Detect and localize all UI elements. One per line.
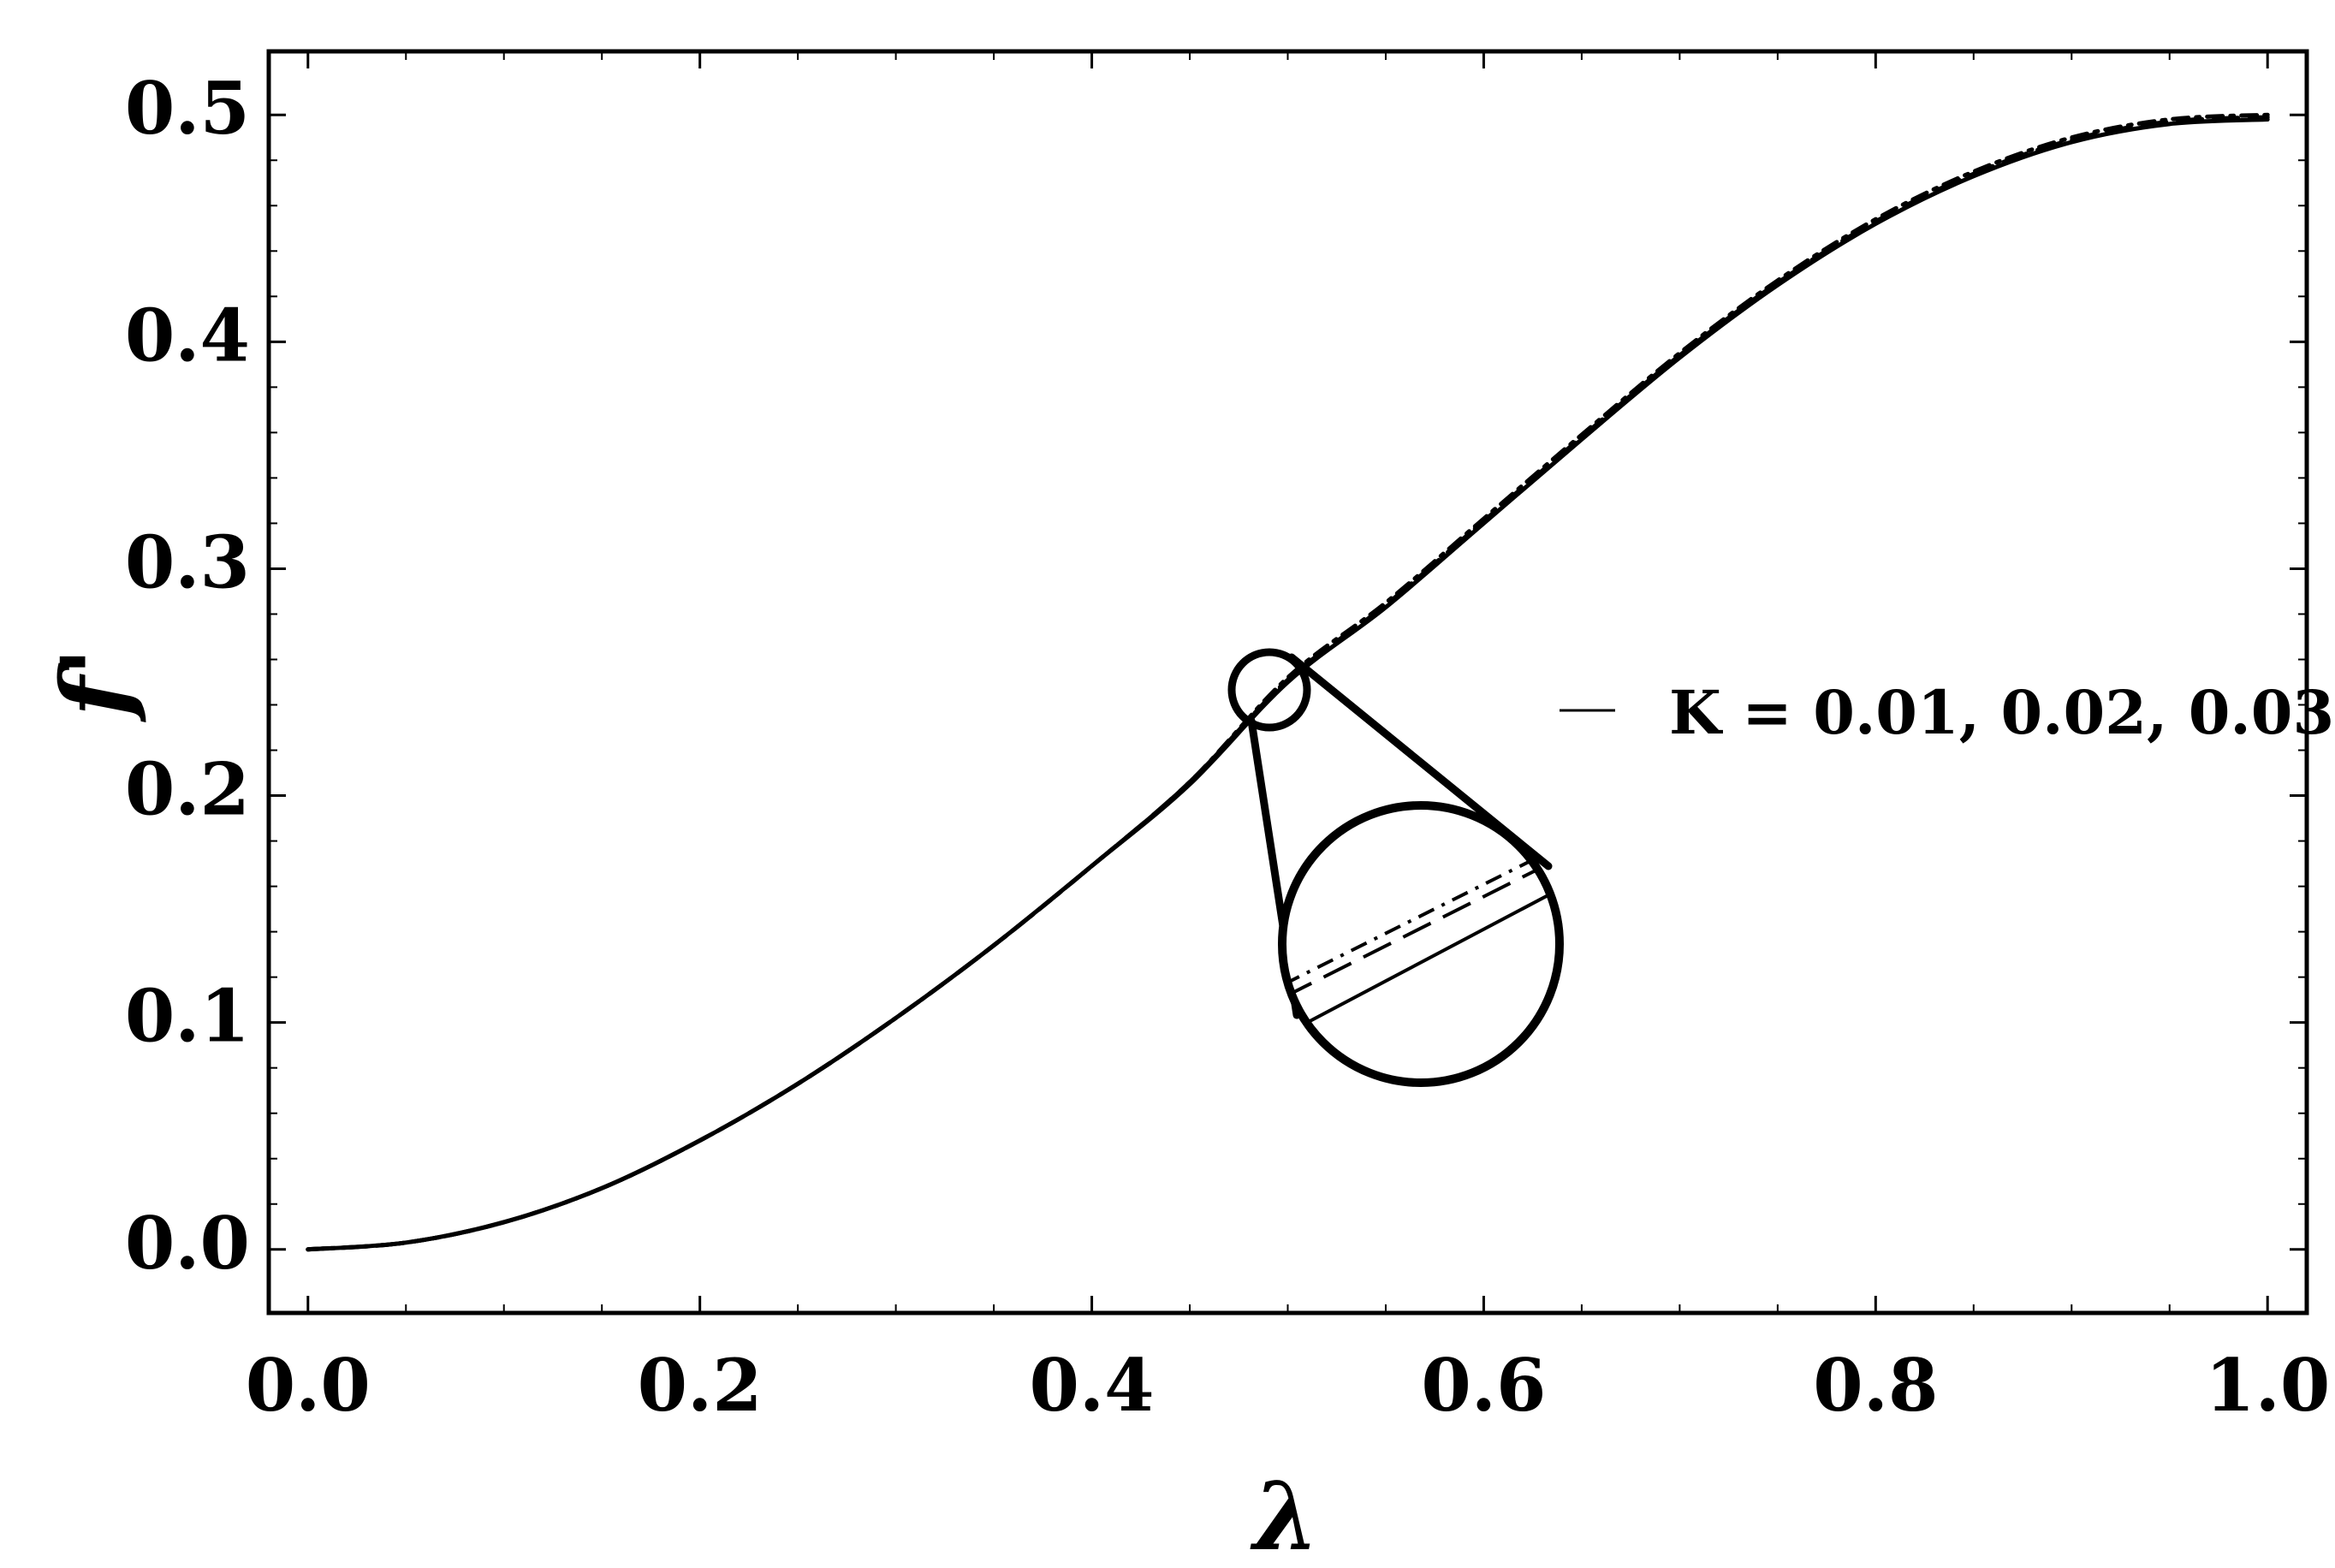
x-axis-title: λ [1250,1461,1319,1568]
minor-ticks [269,51,2307,1313]
magnified-series-dash-dot [1283,846,1559,986]
magnifier-annotation [1227,648,1564,1087]
x-tick-label: 1.0 [2205,1343,2330,1428]
y-tick-label: 0.1 [125,974,250,1059]
y-tick-labels: 0.0 0.1 0.2 0.3 0.4 0.5 [125,66,250,1286]
major-ticks [269,51,2307,1313]
x-tick-label: 0.6 [1421,1343,1546,1428]
x-tick-labels: 0.0 0.2 0.4 0.6 0.8 1.0 [246,1343,2331,1428]
series-line-dash-dot [306,112,2270,1252]
series-lines [306,112,2270,1252]
magnifier-lens [1278,801,1564,1087]
magnifier-source-circle [1227,648,1311,732]
magnified-series-dashed [1283,858,1559,999]
y-tick-label: 0.0 [125,1201,250,1286]
magnifier-lens-background [1282,805,1560,1083]
legend-label: K = 0.01, 0.02, 0.03 [1669,677,2334,748]
magnified-series-solid [1283,888,1559,1036]
y-tick-label: 0.5 [125,66,250,151]
x-tick-label: 0.0 [246,1343,371,1428]
y-tick-label: 0.2 [125,747,250,832]
y-tick-label: 0.3 [125,520,250,604]
legend: K = 0.01, 0.02, 0.03 [1560,677,2334,748]
y-tick-label: 0.4 [125,293,250,377]
x-tick-label: 0.8 [1813,1343,1938,1428]
x-tick-label: 0.4 [1029,1343,1154,1428]
x-tick-label: 0.2 [638,1343,763,1428]
y-axis-title: f' [40,648,151,723]
